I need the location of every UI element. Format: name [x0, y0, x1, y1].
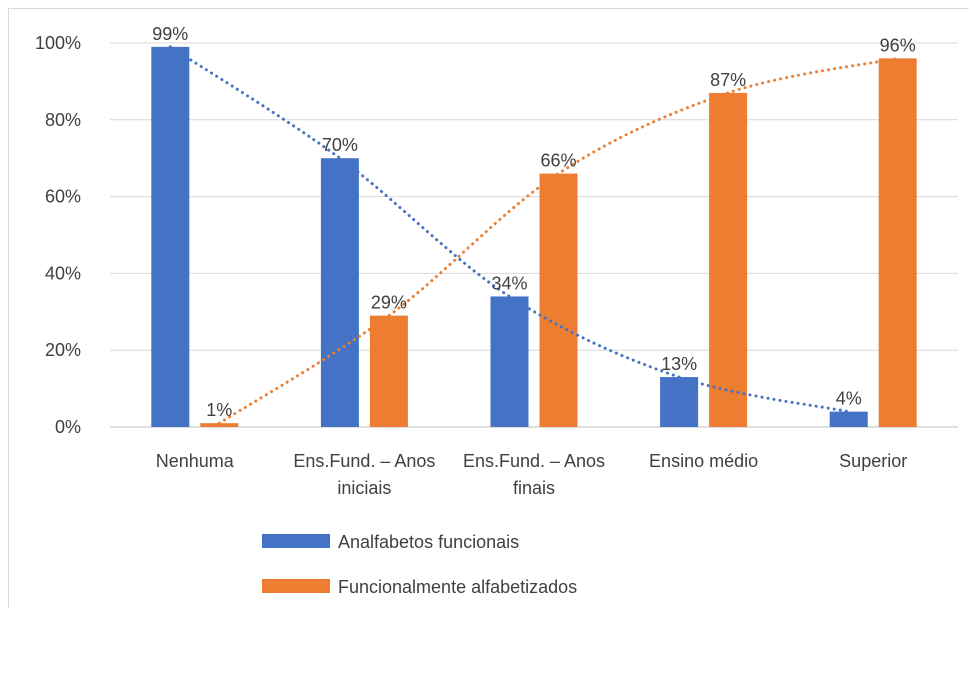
x-tick-label: Ens.Fund. – Anos — [463, 451, 605, 471]
y-tick-label: 100% — [35, 33, 81, 53]
bar-analfabetos — [151, 46, 190, 428]
bar-alfabetizados — [200, 423, 239, 427]
data-label: 13% — [661, 354, 697, 374]
data-label: 1% — [206, 400, 232, 420]
bar-alfabetizados — [369, 315, 408, 427]
trendlines — [168, 45, 900, 425]
x-axis: Nenhuma Ens.Fund. – Anos iniciais Ens.Fund.… — [156, 451, 907, 498]
x-tick-label: iniciais — [337, 478, 391, 498]
bars — [151, 46, 917, 428]
data-label: 34% — [491, 273, 527, 293]
bar-analfabetos — [490, 296, 529, 427]
chart-frame — [8, 8, 969, 608]
x-tick-label: Ensino médio — [649, 451, 758, 471]
legend-label: Analfabetos funcionais — [338, 532, 519, 552]
data-label: 70% — [322, 135, 358, 155]
y-tick-label: 80% — [45, 110, 81, 130]
legend-swatch — [262, 534, 330, 548]
bar-alfabetizados — [878, 58, 917, 428]
y-tick-label: 60% — [45, 187, 81, 207]
data-label: 87% — [710, 70, 746, 90]
legend-label: Funcionalmente alfabetizados — [338, 577, 577, 597]
y-tick-label: 20% — [45, 340, 81, 360]
bar-alfabetizados — [539, 173, 578, 427]
trendline-alfabetizados — [217, 56, 900, 425]
gridlines — [110, 42, 958, 428]
data-label: 96% — [880, 35, 916, 55]
bar-alfabetizados — [709, 92, 748, 428]
legend-swatch — [262, 579, 330, 593]
y-tick-label: 40% — [45, 263, 81, 283]
y-tick-label: 0% — [55, 417, 81, 437]
x-tick-label: Superior — [839, 451, 907, 471]
legend: Analfabetos funcionais Funcionalmente alf… — [262, 532, 577, 597]
x-tick-label: finais — [513, 478, 555, 498]
data-label: 99% — [152, 24, 188, 44]
data-label: 4% — [836, 389, 862, 409]
data-label: 66% — [540, 151, 576, 171]
data-label: 29% — [371, 293, 407, 313]
x-tick-label: Ens.Fund. – Anos — [293, 451, 435, 471]
data-labels: 99% 1% 70% 29% 34% 66% 13% 87% 4% 96% — [152, 24, 915, 420]
bar-analfabetos — [829, 411, 868, 427]
trendline-analfabetos — [168, 45, 851, 414]
x-tick-label: Nenhuma — [156, 451, 235, 471]
bar-analfabetos — [320, 158, 359, 427]
bar-analfabetos — [660, 377, 699, 427]
y-axis: 0% 20% 40% 60% 80% 100% — [35, 33, 81, 437]
